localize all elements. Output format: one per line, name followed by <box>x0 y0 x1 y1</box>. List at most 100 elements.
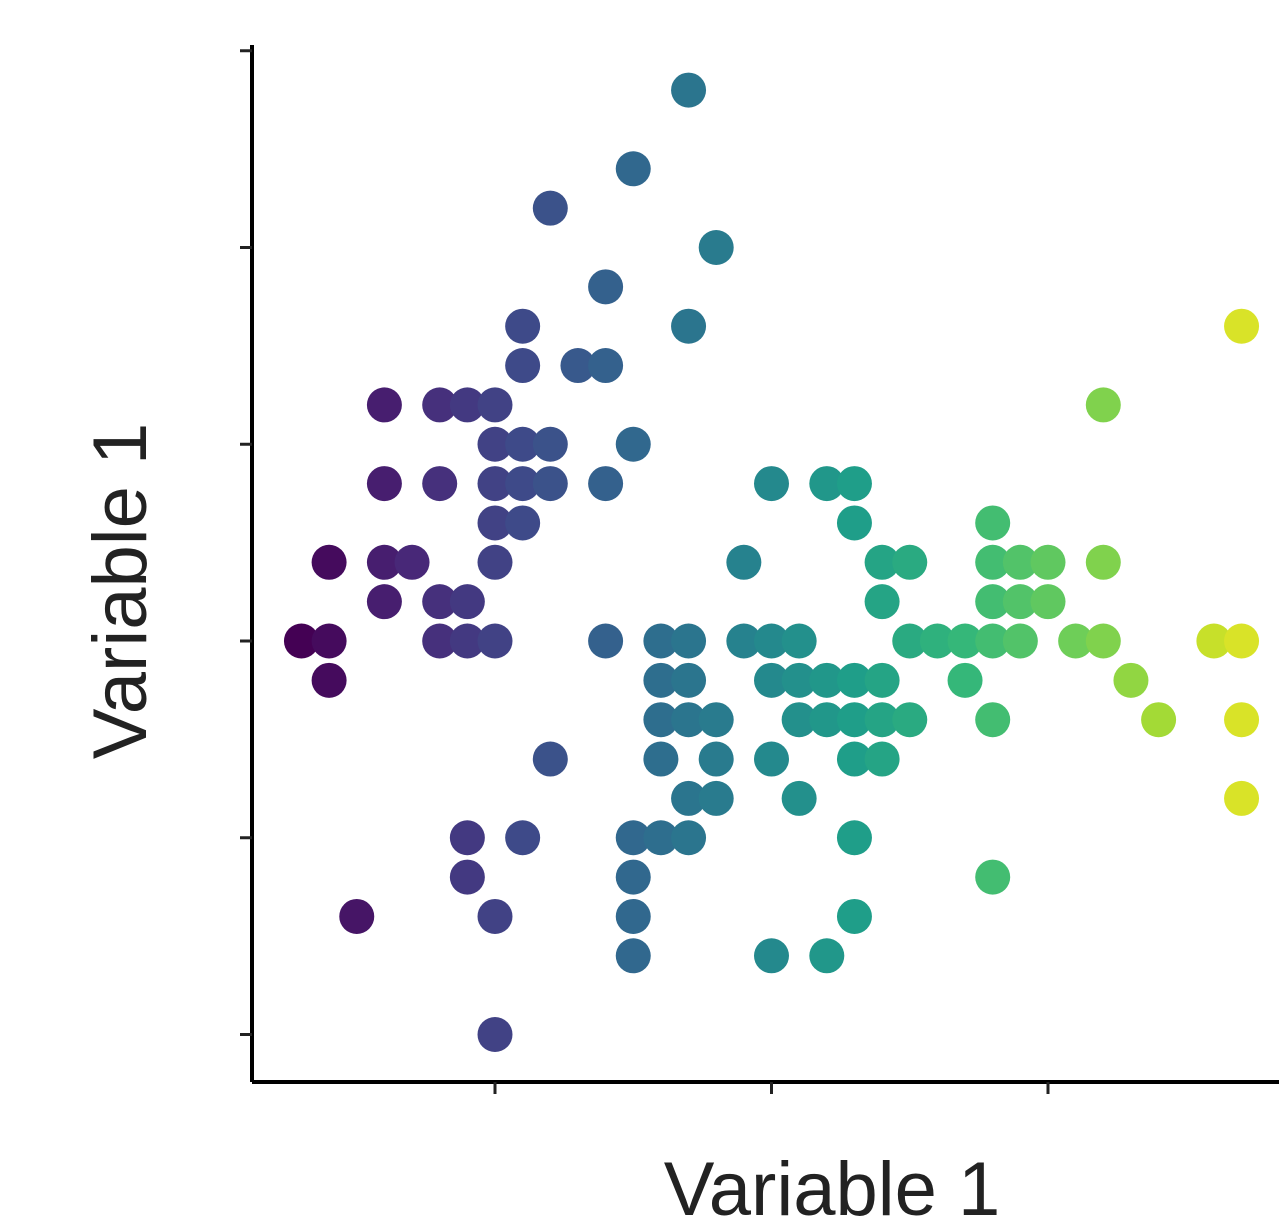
data-point <box>1030 544 1066 580</box>
data-point <box>809 938 845 974</box>
data-point <box>477 387 513 423</box>
data-point <box>1085 544 1121 580</box>
data-point <box>588 466 624 502</box>
y-axis-label: Variable 1 <box>78 423 163 760</box>
data-point <box>1085 623 1121 659</box>
data-point <box>532 190 568 226</box>
data-point <box>532 466 568 502</box>
data-point <box>671 72 707 108</box>
data-point <box>615 820 651 856</box>
data-point <box>726 623 762 659</box>
data-point <box>671 308 707 344</box>
data-point <box>311 662 347 698</box>
points-layer <box>283 72 1260 1052</box>
data-point <box>477 623 513 659</box>
data-point <box>449 387 485 423</box>
data-point <box>449 623 485 659</box>
data-point <box>477 1017 513 1052</box>
data-point <box>422 623 458 659</box>
data-point <box>864 702 900 738</box>
data-point <box>975 584 1011 620</box>
data-point <box>1002 544 1038 580</box>
data-point <box>283 623 319 659</box>
data-point <box>864 544 900 580</box>
data-point <box>975 623 1011 659</box>
data-point <box>809 702 845 738</box>
data-point <box>698 230 734 265</box>
data-point <box>947 623 983 659</box>
data-point <box>836 898 872 934</box>
data-point <box>422 387 458 423</box>
data-point <box>588 269 624 305</box>
data-point <box>1058 623 1094 659</box>
data-point <box>754 466 789 502</box>
data-point <box>311 623 347 659</box>
data-point <box>975 544 1011 580</box>
data-point <box>505 505 541 541</box>
data-point <box>947 662 983 698</box>
data-point <box>1085 387 1121 423</box>
data-point <box>505 426 541 462</box>
data-point <box>1224 623 1260 659</box>
y-axis-ticks <box>240 49 252 1036</box>
data-point <box>615 898 651 934</box>
data-point <box>505 308 541 344</box>
data-point <box>505 466 541 502</box>
data-point <box>422 466 458 502</box>
data-point <box>671 623 707 659</box>
data-point <box>754 938 789 974</box>
data-point <box>671 662 707 698</box>
data-point <box>698 741 734 777</box>
data-point <box>836 505 872 541</box>
data-point <box>615 426 651 462</box>
data-point <box>477 505 513 541</box>
data-point <box>836 820 872 856</box>
data-point <box>975 702 1011 738</box>
data-point <box>864 662 900 698</box>
data-point <box>1002 623 1038 659</box>
data-point <box>698 780 734 816</box>
data-point <box>781 662 817 698</box>
data-point <box>1002 584 1038 620</box>
data-point <box>477 466 513 502</box>
data-point <box>449 859 485 895</box>
data-point <box>643 702 679 738</box>
data-point <box>671 820 707 856</box>
data-point <box>449 584 485 620</box>
data-point <box>726 544 762 580</box>
data-point <box>892 544 928 580</box>
data-point <box>366 387 402 423</box>
data-point <box>836 662 872 698</box>
data-point <box>615 151 651 187</box>
data-point <box>449 820 485 856</box>
x-axis-label: Variable 1 <box>664 1147 1001 1223</box>
data-point <box>311 544 347 580</box>
data-point <box>892 623 928 659</box>
data-point <box>615 859 651 895</box>
data-point <box>477 426 513 462</box>
data-point <box>754 662 789 698</box>
data-point <box>477 544 513 580</box>
data-point <box>643 662 679 698</box>
data-point <box>809 466 845 502</box>
data-point <box>809 662 845 698</box>
data-point <box>615 938 651 974</box>
data-point <box>671 780 707 816</box>
data-point <box>532 741 568 777</box>
data-point <box>366 544 402 580</box>
data-point <box>532 426 568 462</box>
data-point <box>394 544 430 580</box>
data-point <box>588 348 624 384</box>
data-point <box>339 898 375 934</box>
data-point <box>781 780 817 816</box>
data-point <box>864 584 900 620</box>
data-point <box>754 623 789 659</box>
data-point <box>975 859 1011 895</box>
data-point <box>864 741 900 777</box>
data-point <box>698 702 734 738</box>
data-point <box>671 702 707 738</box>
data-point <box>1196 623 1232 659</box>
data-point <box>919 623 955 659</box>
data-point <box>588 623 624 659</box>
